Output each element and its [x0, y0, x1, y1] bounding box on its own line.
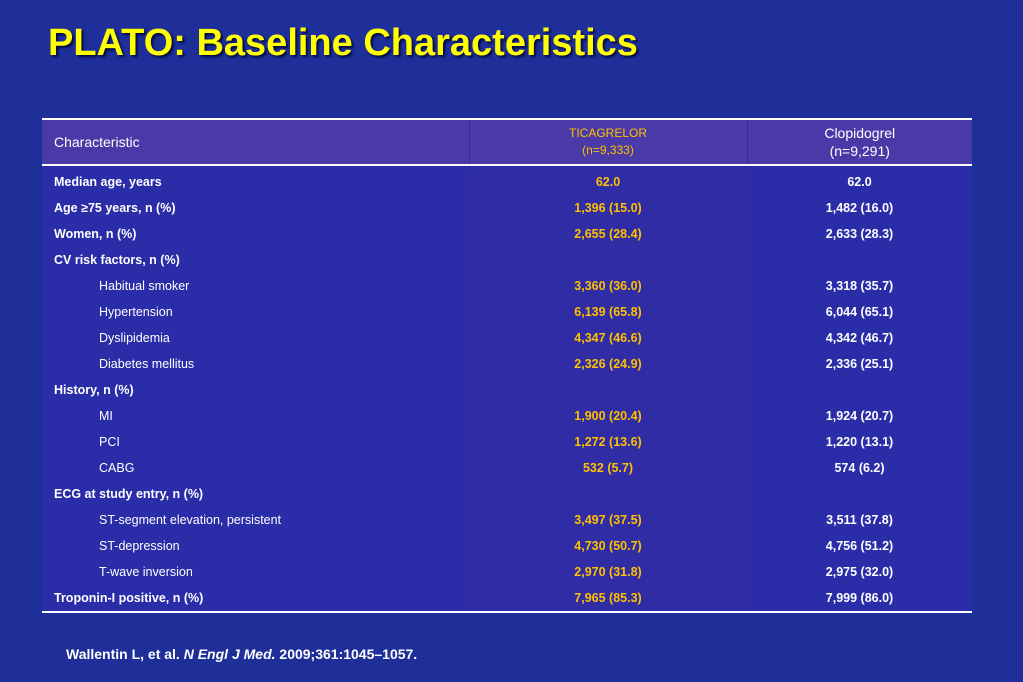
ticagrelor-value: 6,139 (65.8) — [469, 299, 747, 325]
slide-title: PLATO: Baseline Characteristics — [48, 22, 638, 64]
table-row: ECG at study entry, n (%) — [42, 481, 972, 507]
clopidogrel-value — [747, 481, 972, 507]
ticagrelor-value: 1,900 (20.4) — [469, 403, 747, 429]
table-row: History, n (%) — [42, 377, 972, 403]
table-row: CABG 532 (5.7) 574 (6.2) — [42, 455, 972, 481]
ticagrelor-value: 4,730 (50.7) — [469, 533, 747, 559]
header-characteristic: Characteristic — [42, 119, 469, 166]
ticagrelor-value: 1,396 (15.0) — [469, 195, 747, 221]
ticagrelor-value: 2,326 (24.9) — [469, 351, 747, 377]
ticagrelor-value: 62.0 — [469, 169, 747, 195]
clopidogrel-value: 1,924 (20.7) — [747, 403, 972, 429]
row-label: Dyslipidemia — [42, 325, 469, 351]
table-row: ST-segment elevation, persistent 3,497 (3… — [42, 507, 972, 533]
row-label: Hypertension — [42, 299, 469, 325]
table-row: Women, n (%) 2,655 (28.4) 2,633 (28.3) — [42, 221, 972, 247]
header-ticagrelor: TICAGRELOR (n=9,333) — [468, 119, 747, 166]
ticagrelor-value: 1,272 (13.6) — [469, 429, 747, 455]
clopidogrel-value: 2,975 (32.0) — [747, 559, 972, 585]
row-label: MI — [42, 403, 469, 429]
clopidogrel-value — [747, 377, 972, 403]
ticagrelor-value: 3,360 (36.0) — [469, 273, 747, 299]
citation: Wallentin L, et al. N Engl J Med. 2009;3… — [66, 646, 417, 662]
citation-details: 2009;361:1045–1057. — [279, 646, 418, 662]
ticagrelor-value: 3,497 (37.5) — [469, 507, 747, 533]
header-ticagrelor-n: (n=9,333) — [582, 143, 634, 157]
row-label: Age ≥75 years, n (%) — [42, 195, 469, 221]
row-label: Diabetes mellitus — [42, 351, 469, 377]
clopidogrel-value: 6,044 (65.1) — [747, 299, 972, 325]
row-label: Women, n (%) — [42, 221, 469, 247]
header-spacer — [42, 165, 972, 169]
row-label: PCI — [42, 429, 469, 455]
clopidogrel-value: 62.0 — [747, 169, 972, 195]
ticagrelor-value: 532 (5.7) — [469, 455, 747, 481]
row-label: ECG at study entry, n (%) — [42, 481, 469, 507]
table-row: CV risk factors, n (%) — [42, 247, 972, 273]
ticagrelor-value: 7,965 (85.3) — [469, 585, 747, 612]
row-label: CABG — [42, 455, 469, 481]
table-row: Dyslipidemia 4,347 (46.6) 4,342 (46.7) — [42, 325, 972, 351]
citation-journal: N Engl J Med. — [183, 646, 276, 662]
row-label: Habitual smoker — [42, 273, 469, 299]
row-label: Troponin-I positive, n (%) — [42, 585, 469, 612]
ticagrelor-value: 2,970 (31.8) — [469, 559, 747, 585]
table-row: PCI 1,272 (13.6) 1,220 (13.1) — [42, 429, 972, 455]
clopidogrel-value: 574 (6.2) — [747, 455, 972, 481]
clopidogrel-value: 4,342 (46.7) — [747, 325, 972, 351]
clopidogrel-value: 3,511 (37.8) — [747, 507, 972, 533]
table-header-row: Characteristic TICAGRELOR (n=9,333) Clop… — [42, 119, 972, 166]
ticagrelor-value: 2,655 (28.4) — [469, 221, 747, 247]
clopidogrel-value: 4,756 (51.2) — [747, 533, 972, 559]
table-row: Diabetes mellitus 2,326 (24.9) 2,336 (25.1… — [42, 351, 972, 377]
citation-authors: Wallentin L, et al. — [66, 646, 180, 662]
row-label: History, n (%) — [42, 377, 469, 403]
row-label: CV risk factors, n (%) — [42, 247, 469, 273]
header-clopidogrel-name: Clopidogrel — [824, 125, 896, 141]
clopidogrel-value — [747, 247, 972, 273]
clopidogrel-value: 1,220 (13.1) — [747, 429, 972, 455]
row-label: Median age, years — [42, 169, 469, 195]
clopidogrel-value: 7,999 (86.0) — [747, 585, 972, 612]
table-row: Age ≥75 years, n (%) 1,396 (15.0) 1,482 (1… — [42, 195, 972, 221]
table-row: MI 1,900 (20.4) 1,924 (20.7) — [42, 403, 972, 429]
ticagrelor-value: 4,347 (46.6) — [469, 325, 747, 351]
table-row: Troponin-I positive, n (%) 7,965 (85.3) 7,… — [42, 585, 972, 612]
header-ticagrelor-name: TICAGRELOR — [568, 126, 647, 140]
header-clopidogrel: Clopidogrel (n=9,291) — [746, 119, 972, 166]
ticagrelor-value — [469, 481, 747, 507]
table-row: T-wave inversion 2,970 (31.8) 2,975 (32.0) — [42, 559, 972, 585]
table-row: Hypertension 6,139 (65.8) 6,044 (65.1) — [42, 299, 972, 325]
table-body: Median age, years 62.0 62.0 Age ≥75 years, … — [42, 165, 972, 612]
clopidogrel-value: 2,633 (28.3) — [747, 221, 972, 247]
header-clopidogrel-n: (n=9,291) — [829, 143, 890, 159]
table-row: Habitual smoker 3,360 (36.0) 3,318 (35.7) — [42, 273, 972, 299]
row-label: ST-segment elevation, persistent — [42, 507, 469, 533]
baseline-characteristics-table: Characteristic TICAGRELOR (n=9,333) Clop… — [42, 118, 972, 613]
ticagrelor-value — [469, 377, 747, 403]
ticagrelor-value — [469, 247, 747, 273]
row-label: T-wave inversion — [42, 559, 469, 585]
clopidogrel-value: 1,482 (16.0) — [747, 195, 972, 221]
clopidogrel-value: 3,318 (35.7) — [747, 273, 972, 299]
clopidogrel-value: 2,336 (25.1) — [747, 351, 972, 377]
row-label: ST-depression — [42, 533, 469, 559]
table-row: Median age, years 62.0 62.0 — [42, 169, 972, 195]
table-row: ST-depression 4,730 (50.7) 4,756 (51.2) — [42, 533, 972, 559]
